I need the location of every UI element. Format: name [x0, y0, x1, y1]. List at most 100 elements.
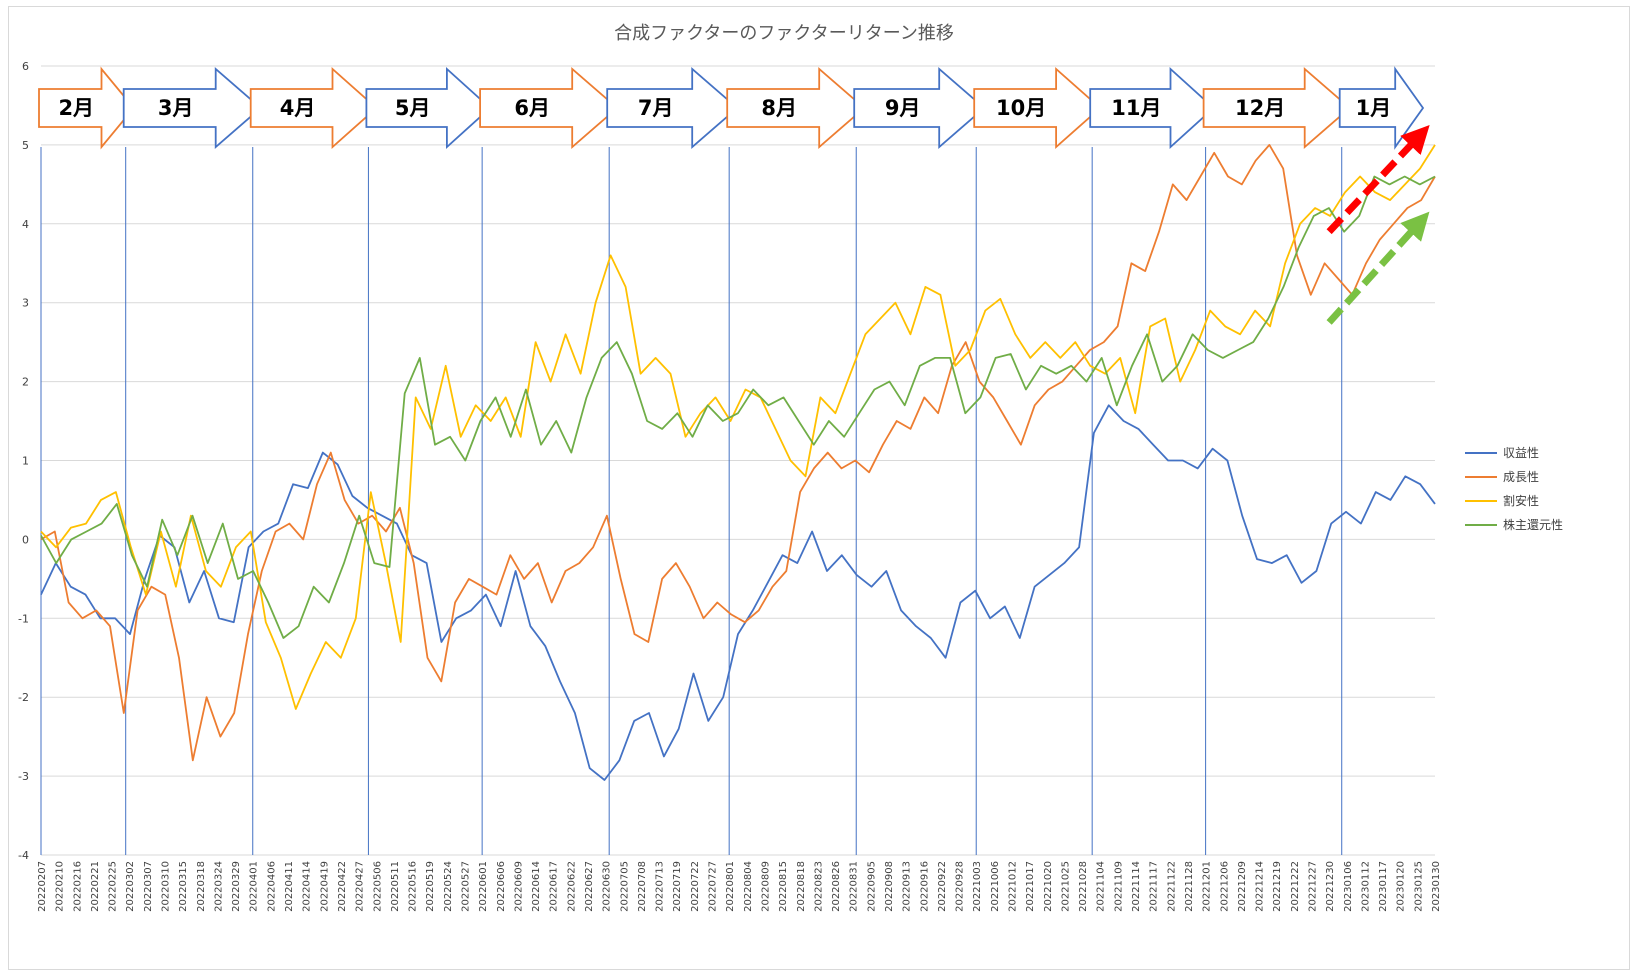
x-tick-label: 20220630: [602, 861, 613, 912]
month-arrow: [973, 67, 1102, 149]
x-tick-label: 20221025: [1060, 861, 1071, 912]
month-arrow: [853, 67, 986, 149]
x-tick-label: 20220422: [337, 861, 348, 912]
x-tick-label: 20220419: [319, 861, 330, 912]
series-line: [40, 175, 1436, 639]
x-tick-label: 20220329: [231, 861, 242, 912]
x-tick-label: 20220913: [902, 861, 913, 912]
month-arrow-label: 10月: [996, 96, 1046, 120]
x-tick-label: 20221128: [1184, 861, 1195, 912]
line-chart: 合成ファクターのファクターリターン推移 -4 -3 -2 -1 0 1 2 3 4 5 6 2022…: [18, 23, 1563, 912]
x-tick-label: 20220705: [619, 861, 630, 912]
x-tick-label: 20220210: [55, 861, 66, 912]
x-tick-label: 20220221: [90, 861, 101, 912]
x-tick-label: 20220713: [655, 861, 666, 912]
x-tick-label: 20220307: [143, 861, 154, 912]
month-arrow: [1202, 67, 1352, 149]
x-tick-label: 20220823: [813, 861, 824, 912]
x-tick-label: 20220831: [849, 861, 860, 912]
legend-label: 割安性: [1503, 493, 1539, 508]
x-tick-label: 20220804: [743, 861, 754, 912]
x-tick-label: 20220928: [955, 861, 966, 912]
x-tick-label: 20221219: [1272, 861, 1283, 912]
x-tick-label: 20220815: [778, 861, 789, 912]
month-arrow-label: 7月: [638, 96, 674, 120]
x-tick-label: 20220414: [302, 861, 313, 912]
y-axis: -4 -3 -2 -1 0 1 2 3 4 5 6: [18, 60, 29, 862]
legend-label: 株主還元性: [1503, 517, 1563, 532]
x-tick-label: 20220614: [531, 861, 542, 912]
series-line: [40, 144, 1436, 710]
month-arrow-label: 6月: [514, 96, 550, 120]
month-divider-lines: [40, 147, 1343, 855]
month-arrow-label: 11月: [1111, 96, 1161, 120]
month-arrow-label: 12月: [1235, 96, 1285, 120]
x-tick-label: 20221114: [1131, 861, 1142, 912]
x-tick-label: 20220908: [884, 861, 895, 912]
x-tick-label: 20220411: [284, 861, 295, 912]
series-lines: [40, 143, 1436, 781]
x-tick-label: 20221214: [1255, 861, 1266, 912]
x-tick-label: 20221117: [1149, 861, 1160, 912]
x-tick-label: 20220427: [355, 861, 366, 912]
series-line: [40, 404, 1436, 781]
x-tick-label: 20220601: [478, 861, 489, 912]
x-tick-label: 20220519: [425, 861, 436, 912]
x-tick-label: 20220506: [372, 861, 383, 912]
y-tick-label: 0: [22, 533, 29, 546]
x-tick-label: 20220516: [408, 861, 419, 912]
month-arrow: [606, 67, 739, 149]
x-tick-label: 20221222: [1290, 861, 1301, 912]
month-arrow-label: 8月: [761, 96, 797, 120]
month-arrow: [479, 67, 619, 149]
x-tick-label: 20221209: [1237, 861, 1248, 912]
y-tick-label: -3: [18, 770, 29, 783]
x-tick-label: 20220818: [796, 861, 807, 912]
x-tick-label: 20220606: [496, 861, 507, 912]
y-tick-label: 4: [22, 218, 29, 231]
chart-title: 合成ファクターのファクターリターン推移: [614, 23, 954, 44]
y-tick-label: -4: [18, 849, 29, 862]
x-tick-label: 20221230: [1325, 861, 1336, 912]
x-tick-label: 20220324: [213, 861, 224, 912]
x-tick-label: 20220617: [549, 861, 560, 912]
x-tick-label: 20220401: [249, 861, 260, 912]
legend-label: 収益性: [1503, 446, 1539, 460]
x-tick-label: 20220524: [443, 861, 454, 912]
series-line: [40, 143, 1436, 762]
x-tick-label: 20220315: [178, 861, 189, 912]
legend-label: 成長性: [1503, 470, 1539, 484]
x-tick-label: 20220826: [831, 861, 842, 912]
x-tick-label: 20221109: [1113, 861, 1124, 912]
x-tick-label: 20221122: [1166, 861, 1177, 912]
y-tick-label: -1: [18, 612, 29, 625]
x-tick-label: 20220609: [513, 861, 524, 912]
month-arrow-label: 3月: [158, 96, 194, 120]
x-tick-label: 20230120: [1396, 861, 1407, 912]
x-tick-label: 20220406: [266, 861, 277, 912]
y-tick-label: 3: [22, 297, 29, 310]
month-arrow-label: 5月: [395, 96, 431, 120]
month-arrow: [726, 67, 866, 149]
y-tick-label: -2: [18, 691, 29, 704]
x-tick-label: 20220622: [566, 861, 577, 912]
x-tick-label: 20230125: [1413, 861, 1424, 912]
month-arrow-label: 4月: [280, 96, 316, 120]
x-tick-label: 20220809: [760, 861, 771, 912]
x-tick-label: 20220627: [584, 861, 595, 912]
x-tick-label: 20220916: [919, 861, 930, 912]
x-tick-label: 20230106: [1343, 861, 1354, 912]
x-tick-label: 20220302: [125, 861, 136, 912]
x-tick-label: 20221104: [1096, 861, 1107, 912]
chart-frame: 合成ファクターのファクターリターン推移 -4 -3 -2 -1 0 1 2 3 4 5 6 2022…: [8, 6, 1630, 970]
trend-arrow: [1326, 125, 1430, 235]
month-arrow: [1089, 66, 1215, 150]
month-arrow-label: 9月: [885, 96, 921, 120]
x-tick-label: 20221227: [1307, 861, 1318, 912]
x-tick-label: 20220310: [161, 861, 172, 912]
x-tick-label: 20221201: [1202, 861, 1213, 912]
x-tick-label: 20220511: [390, 861, 401, 912]
x-tick-label: 20220527: [460, 861, 471, 912]
gridlines: [41, 65, 1435, 856]
